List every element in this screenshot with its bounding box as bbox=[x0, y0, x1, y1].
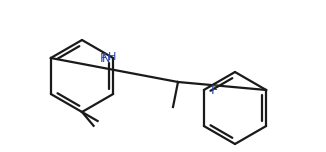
Text: H: H bbox=[108, 52, 117, 62]
Text: N: N bbox=[102, 54, 111, 64]
Text: F: F bbox=[100, 52, 107, 64]
Text: F: F bbox=[210, 83, 217, 97]
